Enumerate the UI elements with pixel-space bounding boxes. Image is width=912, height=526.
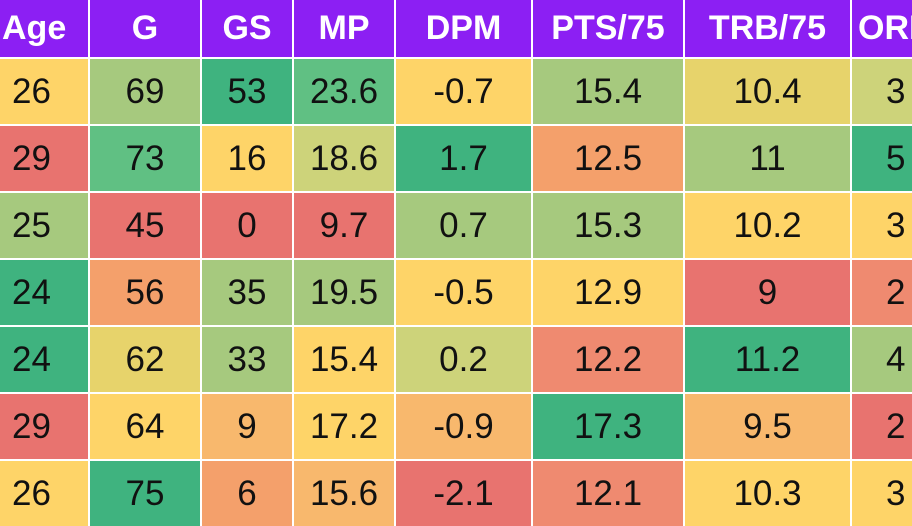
table-cell-age: 24 xyxy=(0,327,88,392)
table-cell-minutes-played: 23.6 xyxy=(294,59,394,124)
table-cell-minutes-played: 15.4 xyxy=(294,327,394,392)
table-cell-age: 24 xyxy=(0,260,88,325)
table-cell-orb: 5 xyxy=(852,126,912,191)
table-cell-orb: 3 xyxy=(852,461,912,526)
table-cell-orb: 4 xyxy=(852,327,912,392)
table-cell-dpm: 0.7 xyxy=(396,193,531,258)
table-cell-age: 29 xyxy=(0,126,88,191)
table-cell-dpm: -0.9 xyxy=(396,394,531,459)
table-cell-pts-per-75: 12.5 xyxy=(533,126,683,191)
header-pts-per-75: PTS/75 xyxy=(533,0,683,57)
table-cell-minutes-played: 9.7 xyxy=(294,193,394,258)
table-cell-trb-per-75: 10.2 xyxy=(685,193,850,258)
table-cell-trb-per-75: 11.2 xyxy=(685,327,850,392)
table-cell-games-started: 16 xyxy=(202,126,292,191)
table-cell-trb-per-75: 9.5 xyxy=(685,394,850,459)
table-cell-minutes-played: 15.6 xyxy=(294,461,394,526)
table-cell-games: 45 xyxy=(90,193,200,258)
header-orb: ORB xyxy=(852,0,912,57)
table-cell-pts-per-75: 12.9 xyxy=(533,260,683,325)
table-cell-age: 25 xyxy=(0,193,88,258)
table-cell-games-started: 33 xyxy=(202,327,292,392)
table-cell-trb-per-75: 9 xyxy=(685,260,850,325)
table-cell-minutes-played: 18.6 xyxy=(294,126,394,191)
table-cell-games: 62 xyxy=(90,327,200,392)
table-cell-orb: 3 xyxy=(852,193,912,258)
table-cell-pts-per-75: 17.3 xyxy=(533,394,683,459)
table-cell-pts-per-75: 15.3 xyxy=(533,193,683,258)
table-cell-age: 26 xyxy=(0,461,88,526)
table-cell-games: 73 xyxy=(90,126,200,191)
table-cell-games-started: 9 xyxy=(202,394,292,459)
table-cell-pts-per-75: 12.2 xyxy=(533,327,683,392)
table-cell-pts-per-75: 15.4 xyxy=(533,59,683,124)
table-cell-trb-per-75: 11 xyxy=(685,126,850,191)
header-games-started: GS xyxy=(202,0,292,57)
table-cell-games: 56 xyxy=(90,260,200,325)
table-cell-dpm: -2.1 xyxy=(396,461,531,526)
table-cell-dpm: 0.2 xyxy=(396,327,531,392)
table-cell-games: 69 xyxy=(90,59,200,124)
table-cell-dpm: -0.5 xyxy=(396,260,531,325)
table-cell-dpm: -0.7 xyxy=(396,59,531,124)
table-cell-games-started: 53 xyxy=(202,59,292,124)
table-cell-games-started: 35 xyxy=(202,260,292,325)
header-dpm: DPM xyxy=(396,0,531,57)
table-cell-orb: 3 xyxy=(852,59,912,124)
table-cell-minutes-played: 17.2 xyxy=(294,394,394,459)
table-cell-trb-per-75: 10.4 xyxy=(685,59,850,124)
table-cell-age: 29 xyxy=(0,394,88,459)
table-cell-games: 75 xyxy=(90,461,200,526)
table-cell-pts-per-75: 12.1 xyxy=(533,461,683,526)
header-trb-per-75: TRB/75 xyxy=(685,0,850,57)
table-cell-age: 26 xyxy=(0,59,88,124)
table-cell-dpm: 1.7 xyxy=(396,126,531,191)
table-cell-games-started: 0 xyxy=(202,193,292,258)
table-cell-games: 64 xyxy=(90,394,200,459)
table-cell-minutes-played: 19.5 xyxy=(294,260,394,325)
header-age: Age xyxy=(0,0,88,57)
table-cell-games-started: 6 xyxy=(202,461,292,526)
table-cell-orb: 2 xyxy=(852,394,912,459)
header-games: G xyxy=(90,0,200,57)
header-minutes-played: MP xyxy=(294,0,394,57)
table-cell-orb: 2 xyxy=(852,260,912,325)
table-cell-trb-per-75: 10.3 xyxy=(685,461,850,526)
